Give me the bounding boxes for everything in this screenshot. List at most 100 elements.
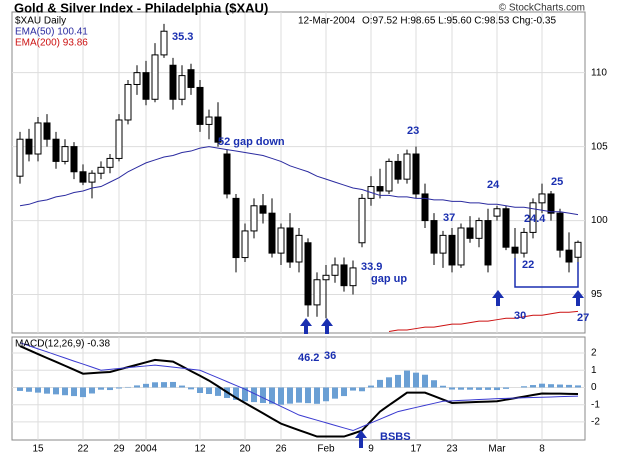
histogram-bar [431, 380, 437, 388]
candle-body [484, 220, 492, 266]
histogram-bar [440, 385, 446, 388]
candle-body [79, 171, 87, 183]
histogram-bar [476, 387, 482, 390]
candle-body [430, 220, 438, 254]
x-tick-label: 8 [539, 444, 545, 455]
histogram-bar [503, 387, 509, 389]
candle-body [61, 146, 69, 162]
histogram-bar [332, 387, 338, 399]
y-tick-label: -2 [591, 417, 600, 428]
candle-body [538, 193, 546, 204]
histogram-bar [566, 384, 572, 388]
histogram-bar [62, 387, 68, 396]
histogram-bar [386, 377, 392, 388]
candle-body [403, 153, 411, 180]
histogram-bar [467, 387, 473, 390]
candle-body [349, 267, 357, 287]
candle-body [475, 220, 483, 239]
histogram-bar [269, 387, 275, 404]
histogram-bar [143, 383, 149, 388]
histogram-bar [206, 387, 212, 395]
histogram-bar [179, 385, 185, 388]
x-tick-label: 15 [32, 444, 44, 455]
histogram-bar [35, 387, 41, 393]
y-tick-label: 1 [591, 365, 597, 376]
candle-body [421, 193, 429, 222]
histogram-bar [26, 387, 32, 392]
candle-body [412, 153, 420, 195]
annotation: 22 [522, 259, 534, 271]
histogram-bar [305, 387, 311, 404]
y-tick-label: 95 [591, 289, 603, 300]
histogram-bar [44, 387, 50, 394]
y-tick-label: 110 [591, 67, 607, 78]
y-tick-label: 2 [591, 348, 597, 359]
x-tick-label: 12 [194, 444, 206, 455]
chart-title: Gold & Silver Index - Philadelphia ($XAU… [14, 0, 268, 15]
candle-body [142, 72, 150, 100]
candle-body [466, 227, 474, 239]
candle-body [331, 264, 339, 276]
x-tick-label: Feb [317, 444, 335, 455]
candle-body [574, 241, 582, 258]
histogram-bar [152, 382, 158, 388]
annotation: 37 [443, 212, 455, 224]
candle-body [52, 138, 60, 162]
candle-body [277, 227, 285, 254]
candle-body [178, 75, 186, 100]
candle-body [16, 138, 24, 177]
histogram-bar [458, 387, 464, 390]
x-tick-label: Mar [488, 444, 506, 455]
candle-body [520, 231, 528, 254]
x-tick-label: 23 [446, 444, 458, 455]
annotation: 33.9 [361, 261, 382, 273]
histogram-bar [449, 387, 455, 390]
histogram-bar [251, 387, 257, 403]
annotation: 27 [577, 312, 589, 324]
legend-entry: EMA(200) 93.86 [15, 38, 88, 49]
candle-body [124, 83, 132, 121]
histogram-bar [125, 386, 131, 388]
candle-body [295, 234, 303, 263]
candle-body [160, 30, 168, 56]
histogram-bar [557, 384, 563, 388]
candle-body [547, 193, 555, 214]
histogram-bar [539, 383, 545, 388]
price-panel [11, 11, 586, 334]
candle-body [511, 246, 519, 254]
histogram-bar [323, 387, 329, 402]
annotation: 24 [487, 179, 500, 191]
histogram-bar [53, 387, 59, 395]
x-tick-label: 9 [368, 444, 374, 455]
x-tick-label: 29 [113, 444, 125, 455]
legend-entry: EMA(50) 100.41 [15, 27, 88, 38]
candle-body [493, 208, 501, 217]
annotation: 23 [407, 125, 419, 137]
candle-body [196, 86, 204, 125]
candle-body [250, 205, 258, 232]
candle-body [457, 227, 465, 266]
candle-body [106, 157, 114, 168]
histogram-bar [233, 387, 239, 400]
candle-body [385, 160, 393, 192]
candle-body [169, 64, 177, 100]
candle-body [259, 205, 267, 214]
histogram-bar [287, 387, 293, 404]
histogram-bar [71, 387, 77, 397]
candle-body [268, 212, 276, 254]
candle-body [25, 138, 33, 155]
symbol: $XAU Daily [15, 16, 66, 27]
candle-body [34, 122, 42, 155]
histogram-bar [116, 387, 122, 389]
arrows [300, 290, 584, 448]
y-tick-label: 105 [591, 141, 608, 152]
histogram-bar [413, 372, 419, 388]
annotation: 25 [551, 176, 563, 188]
candle-body [340, 264, 348, 287]
histogram-bar [260, 387, 266, 403]
candle-body [214, 116, 222, 143]
macd-title: MACD(12,26,9) -0.38 [15, 339, 110, 350]
histogram-bar [89, 387, 95, 394]
histogram-bar [161, 382, 167, 388]
